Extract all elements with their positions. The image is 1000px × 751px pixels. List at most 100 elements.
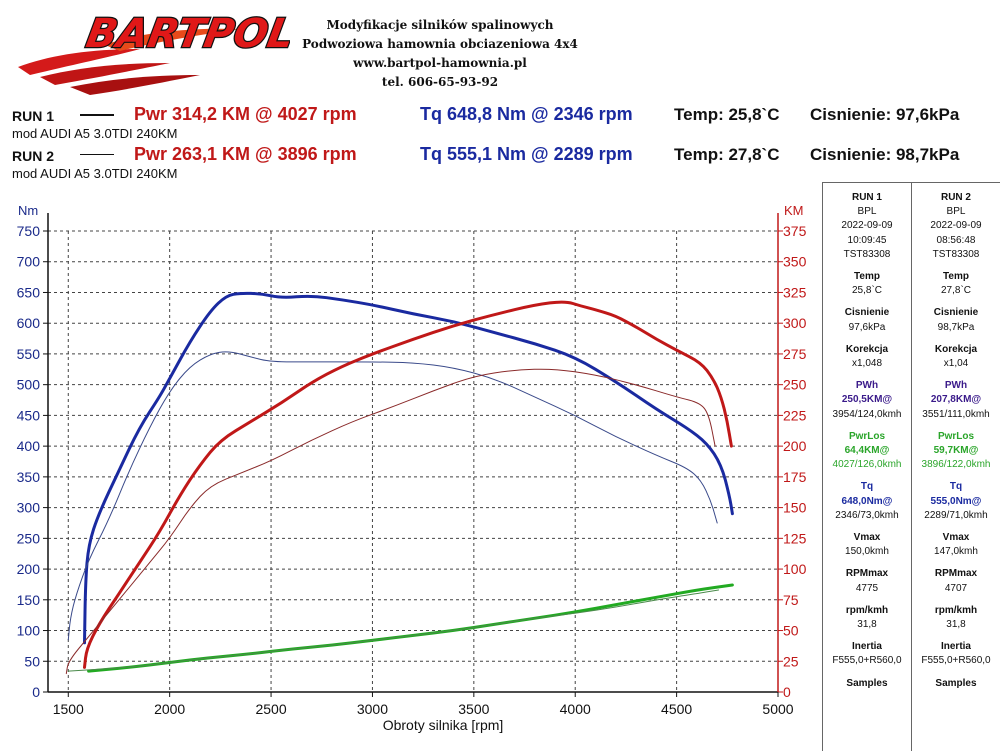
panel-value-in-label: Inertia bbox=[851, 641, 882, 653]
panel-value-rpm-label: RPMmax bbox=[845, 568, 889, 580]
series-line-pwrlos-run-1 bbox=[87, 583, 734, 673]
panel-value-kor-label: Korekcja bbox=[845, 343, 889, 355]
panel-value-pwh-label: PWh bbox=[855, 380, 879, 392]
panel-value-time: 08:56:48 bbox=[936, 234, 976, 246]
panel-value-id: TST83308 bbox=[932, 248, 980, 260]
run2-torque: Tq 555,1 Nm @ 2289 rpm bbox=[420, 144, 633, 164]
header-line: www.bartpol-hamownia.pl bbox=[353, 56, 527, 70]
panel-value-date: 2022-09-09 bbox=[841, 220, 893, 232]
left-tick-label: 50 bbox=[24, 653, 40, 669]
panel-value-los-a: 64,4KM@ bbox=[844, 445, 890, 456]
run1-model: mod AUDI A5 3.0TDI 240KM bbox=[12, 126, 178, 141]
panel-value-code: BPL bbox=[946, 206, 966, 218]
x-tick-label: 1500 bbox=[53, 701, 84, 717]
panel-value-cisn: 97,6kPa bbox=[848, 321, 886, 333]
panel-value-temp-label: Temp bbox=[943, 271, 969, 282]
panel-value-pwh-a: 207,8KM@ bbox=[930, 394, 982, 406]
right-tick-label: 150 bbox=[783, 500, 807, 516]
panel-value-los-b: 4027/126,0kmh bbox=[832, 459, 902, 471]
run1-temp: Temp: 25,8`C bbox=[674, 105, 780, 124]
panel-value-in: F555,0+R560,0 bbox=[832, 655, 902, 667]
panel-value-vmax: 147,0kmh bbox=[934, 546, 978, 558]
panel-value-date: 2022-09-09 bbox=[930, 220, 982, 232]
right-tick-label: 225 bbox=[783, 407, 807, 423]
run2-summary: RUN 2 Pwr 263,1 KM @ 3896 rpm Tq 555,1 N… bbox=[0, 144, 1000, 168]
panel-value-rk: 31,8 bbox=[857, 619, 877, 630]
right-tick-label: 0 bbox=[783, 684, 791, 700]
x-tick-label: 4000 bbox=[560, 701, 591, 717]
run2-model: mod AUDI A5 3.0TDI 240KM bbox=[12, 166, 178, 181]
right-tick-label: 175 bbox=[783, 469, 807, 485]
right-tick-label: 50 bbox=[783, 623, 799, 639]
x-tick-label: 3000 bbox=[357, 701, 388, 717]
panel-value-los-b: 3896/122,0kmh bbox=[921, 459, 991, 471]
run2-label: RUN 2 bbox=[12, 148, 55, 164]
right-tick-label: 100 bbox=[783, 561, 807, 577]
x-tick-label: 3500 bbox=[458, 701, 489, 717]
left-tick-label: 650 bbox=[17, 284, 41, 300]
panel-value-run: RUN 1 bbox=[851, 192, 882, 203]
logo-text: BARTPOL bbox=[83, 10, 290, 57]
panel-value-cisn: 98,7kPa bbox=[937, 321, 975, 333]
right-tick-label: 375 bbox=[783, 223, 807, 239]
panel-value-temp: 25,8`C bbox=[851, 285, 882, 297]
left-tick-label: 150 bbox=[17, 592, 41, 608]
run2-pressure: Cisnienie: 98,7kPa bbox=[810, 145, 960, 164]
panel-value-id: TST83308 bbox=[843, 248, 891, 260]
panel-divider bbox=[911, 183, 912, 751]
run2-line-sample bbox=[80, 154, 114, 155]
panel-value-pwh-a: 250,5KM@ bbox=[841, 394, 893, 406]
panel-value-rk: 31,8 bbox=[946, 619, 966, 630]
panel-value-cisn-label: Cisnienie bbox=[844, 307, 890, 319]
run1-line-sample bbox=[80, 114, 114, 116]
panel-value-tq-label: Tq bbox=[860, 481, 874, 493]
panel-value-temp: 27,8`C bbox=[940, 285, 971, 297]
left-tick-label: 0 bbox=[32, 684, 40, 700]
run1-pressure: Cisnienie: 97,6kPa bbox=[810, 105, 960, 124]
right-tick-label: 200 bbox=[783, 438, 807, 454]
x-tick-label: 2000 bbox=[154, 701, 185, 717]
panel-value-los-a: 59,7KM@ bbox=[933, 445, 979, 456]
right-tick-label: 325 bbox=[783, 284, 807, 300]
panel-value-cisn-label: Cisnienie bbox=[933, 307, 979, 319]
run2-power: Pwr 263,1 KM @ 3896 rpm bbox=[134, 144, 357, 164]
series-line-pwr-run-2 bbox=[65, 368, 716, 675]
company-header: Modyfikacje silników spalinowych Podwozi… bbox=[290, 16, 590, 92]
right-tick-label: 275 bbox=[783, 346, 807, 362]
panel-value-vmax: 150,0kmh bbox=[845, 546, 889, 558]
left-tick-label: 250 bbox=[17, 530, 41, 546]
panel-value-tq-label: Tq bbox=[949, 481, 963, 493]
right-tick-label: 25 bbox=[783, 653, 799, 669]
panel-value-samples-label: Samples bbox=[935, 677, 977, 689]
series-line-pwrlos-run-2 bbox=[67, 589, 720, 672]
right-tick-label: 300 bbox=[783, 315, 807, 331]
right-axis-title: KM bbox=[784, 203, 804, 218]
right-tick-label: 75 bbox=[783, 592, 799, 608]
panel-value-run: RUN 2 bbox=[940, 192, 971, 203]
left-tick-label: 700 bbox=[17, 254, 41, 270]
header-line: tel. 606-65-93-92 bbox=[381, 75, 499, 89]
panel-value-temp-label: Temp bbox=[854, 271, 880, 282]
panel-value-los-label: PwrLos bbox=[937, 430, 975, 442]
run2-temp: Temp: 27,8`C bbox=[674, 145, 780, 164]
panel-value-rpm: 4707 bbox=[944, 582, 968, 594]
panel-value-vmax-label: Vmax bbox=[942, 532, 970, 543]
left-tick-label: 350 bbox=[17, 469, 41, 485]
left-tick-label: 450 bbox=[17, 407, 41, 423]
run1-label: RUN 1 bbox=[12, 108, 55, 124]
panel-value-in: F555,0+R560,0 bbox=[921, 655, 991, 667]
left-tick-label: 750 bbox=[17, 223, 41, 239]
panel-value-tq-a: 648,0Nm@ bbox=[841, 495, 893, 507]
run1-torque: Tq 648,8 Nm @ 2346 rpm bbox=[420, 104, 633, 124]
bartpol-logo: BARTPOL bbox=[18, 9, 290, 95]
left-tick-label: 100 bbox=[17, 623, 41, 639]
series-line-tq-run-1 bbox=[83, 291, 734, 645]
panel-value-pwh-b: 3954/124,0kmh bbox=[832, 408, 902, 420]
left-tick-label: 200 bbox=[17, 561, 41, 577]
panel-value-tq-b: 2346/73,0kmh bbox=[835, 509, 899, 521]
dyno-chart: 0501001502002503003504004505005506006507… bbox=[17, 203, 807, 733]
right-tick-label: 125 bbox=[783, 530, 807, 546]
series-line-pwr-run-1 bbox=[83, 300, 733, 669]
panel-value-code: BPL bbox=[857, 206, 877, 218]
left-axis-title: Nm bbox=[18, 203, 38, 218]
